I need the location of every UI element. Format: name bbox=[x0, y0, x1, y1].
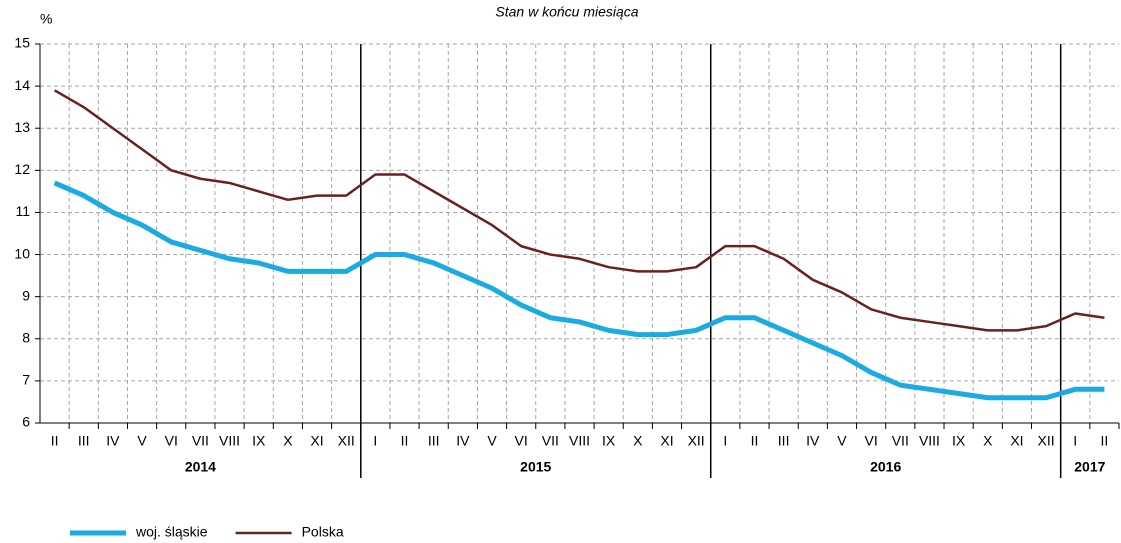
x-tick-label: I bbox=[373, 433, 377, 449]
x-tick-label: VII bbox=[542, 433, 559, 449]
x-tick-label: V bbox=[487, 433, 497, 449]
x-tick-label: VI bbox=[165, 433, 178, 449]
x-tick-label: II bbox=[1101, 433, 1109, 449]
y-tick-label: 13 bbox=[14, 119, 30, 135]
x-tick-label: VII bbox=[892, 433, 909, 449]
x-tick-label: XII bbox=[688, 433, 705, 449]
x-tick-label: X bbox=[983, 433, 993, 449]
year-label: 2017 bbox=[1074, 459, 1105, 475]
x-tick-label: XI bbox=[1010, 433, 1023, 449]
x-tick-label: VIII bbox=[919, 433, 940, 449]
y-tick-label: 8 bbox=[22, 329, 30, 345]
y-tick-label: 9 bbox=[22, 287, 30, 303]
x-tick-label: VII bbox=[192, 433, 209, 449]
x-tick-label: XI bbox=[660, 433, 673, 449]
y-axis-label: % bbox=[40, 11, 52, 27]
x-tick-label: XII bbox=[338, 433, 355, 449]
y-tick-label: 12 bbox=[14, 161, 30, 177]
x-tick-label: VIII bbox=[219, 433, 240, 449]
x-tick-label: V bbox=[137, 433, 147, 449]
x-tick-label: III bbox=[778, 433, 790, 449]
series-line bbox=[53, 180, 1105, 401]
x-tick-label: III bbox=[428, 433, 440, 449]
y-tick-label: 14 bbox=[14, 77, 30, 93]
x-tick-label: I bbox=[1073, 433, 1077, 449]
x-tick-label: II bbox=[751, 433, 759, 449]
x-tick-label: IV bbox=[456, 433, 470, 449]
y-tick-label: 15 bbox=[14, 35, 30, 51]
year-label: 2015 bbox=[520, 459, 551, 475]
x-tick-label: VI bbox=[865, 433, 878, 449]
x-tick-label: IX bbox=[602, 433, 616, 449]
x-tick-label: XI bbox=[310, 433, 323, 449]
chart-title: Stan w końcu miesiąca bbox=[495, 4, 638, 20]
year-label: 2014 bbox=[185, 459, 216, 475]
x-tick-label: X bbox=[633, 433, 643, 449]
series-line bbox=[53, 89, 1105, 332]
x-tick-label: X bbox=[283, 433, 293, 449]
legend-label: Polska bbox=[302, 524, 344, 540]
x-tick-label: II bbox=[51, 433, 59, 449]
x-tick-label: VIII bbox=[569, 433, 590, 449]
legend-label: woj. śląskie bbox=[135, 524, 208, 540]
x-tick-label: III bbox=[78, 433, 90, 449]
x-tick-label: IV bbox=[106, 433, 120, 449]
x-tick-label: V bbox=[837, 433, 847, 449]
x-tick-label: II bbox=[401, 433, 409, 449]
y-tick-label: 6 bbox=[22, 414, 30, 430]
year-label: 2016 bbox=[870, 459, 901, 475]
x-tick-label: I bbox=[723, 433, 727, 449]
x-tick-label: IX bbox=[952, 433, 966, 449]
y-tick-label: 10 bbox=[14, 245, 30, 261]
x-tick-label: IX bbox=[252, 433, 266, 449]
x-tick-label: XII bbox=[1038, 433, 1055, 449]
y-tick-label: 7 bbox=[22, 372, 30, 388]
y-tick-label: 11 bbox=[15, 203, 30, 219]
x-tick-label: IV bbox=[806, 433, 820, 449]
x-tick-label: VI bbox=[515, 433, 528, 449]
